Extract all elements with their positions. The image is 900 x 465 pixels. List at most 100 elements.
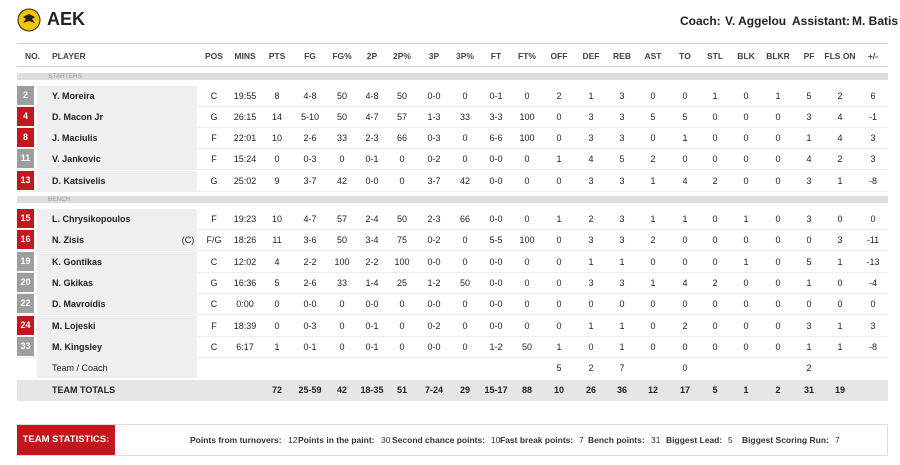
assistant: M. Batis — [852, 14, 899, 28]
stat-cell: 0 — [650, 133, 656, 143]
stat-cell: 0 — [524, 257, 530, 267]
stat-cell: 33 — [336, 278, 347, 288]
stat-cell: 18:39 — [233, 321, 257, 331]
stat-cell: 100 — [519, 112, 535, 122]
stat-cell: 0 — [650, 257, 656, 267]
stat-cell: 0-0 — [427, 342, 441, 352]
stat-cell: 1 — [806, 133, 812, 143]
stat-cell: 0 — [712, 235, 718, 245]
row-line — [17, 106, 888, 107]
stat-cell: 0 — [588, 342, 594, 352]
stat-cell: 4 — [274, 257, 280, 267]
stat-cell: 3 — [619, 176, 625, 186]
stat-cell: 3 — [806, 321, 812, 331]
position: F/G — [206, 235, 222, 245]
stat-cell: 0-3 — [303, 321, 317, 331]
stat-cell: 5 — [556, 363, 562, 373]
stat-cell: 3 — [588, 176, 594, 186]
player-name: K. Gontikas — [52, 257, 103, 267]
stat-cell: 0 — [339, 299, 345, 309]
stat-cell: 15:24 — [233, 154, 257, 164]
stat-cell: 0 — [556, 176, 562, 186]
column-header: TO — [679, 51, 691, 61]
player-number: 19 — [17, 252, 34, 271]
team-stat-label: Bench points: — [588, 435, 645, 445]
player-name: Y. Moreira — [52, 91, 95, 101]
stat-cell: 100 — [394, 257, 410, 267]
stat-cell: 1 — [556, 342, 562, 352]
section-label: BENCH — [48, 196, 71, 203]
row-line — [17, 357, 888, 358]
stat-cell: 0-2 — [427, 235, 441, 245]
stat-cell: 0 — [775, 278, 781, 288]
stat-cell: 0-0 — [427, 91, 441, 101]
stat-cell: 2-6 — [303, 133, 317, 143]
stat-cell: 25 — [396, 278, 407, 288]
stat-cell: 0-0 — [489, 257, 503, 267]
stat-cell: 0 — [556, 321, 562, 331]
stat-cell: 4-7 — [303, 214, 317, 224]
stat-cell: 0-0 — [365, 176, 379, 186]
stat-cell: 0-1 — [365, 342, 379, 352]
stat-cell: 19:23 — [233, 214, 257, 224]
stat-cell: -11 — [866, 235, 880, 245]
column-header: PLAYER — [52, 51, 86, 61]
stat-cell: 5 — [806, 91, 812, 101]
column-header: DEF — [582, 51, 600, 61]
team-logo — [17, 8, 41, 32]
stat-cell: 3-4 — [365, 235, 379, 245]
player-name: J. Maciulis — [52, 133, 98, 143]
stat-cell: 2 — [837, 91, 843, 101]
stat-cell: -8 — [868, 176, 877, 186]
stat-cell: 3 — [619, 112, 625, 122]
totals-bg — [17, 380, 888, 401]
stat-cell: 2-6 — [303, 278, 317, 288]
position: C — [210, 257, 218, 267]
stat-cell: 88 — [521, 385, 532, 395]
stat-cell: 1 — [837, 321, 843, 331]
column-header: PF — [803, 51, 815, 61]
player-name: D. Mavroidis — [52, 299, 106, 309]
stat-cell: 1-3 — [427, 112, 441, 122]
row-line — [17, 293, 888, 294]
stat-cell: 6:17 — [236, 342, 254, 352]
team-stat-value: 7 — [579, 435, 584, 445]
stat-cell: 0 — [650, 321, 656, 331]
stat-cell: 0 — [556, 133, 562, 143]
player-name-bg — [37, 149, 197, 169]
position: F — [211, 321, 217, 331]
stat-cell: 0 — [775, 214, 781, 224]
stat-cell: 7-24 — [424, 385, 443, 395]
player-number: 8 — [17, 128, 34, 147]
stat-cell: 0 — [524, 154, 530, 164]
stat-cell: 0 — [682, 363, 688, 373]
stat-cell: 4-8 — [365, 91, 379, 101]
stat-cell: 0 — [274, 321, 280, 331]
stat-cell: 0 — [462, 235, 468, 245]
stat-cell: 0 — [806, 299, 812, 309]
team-stat-label: Points from turnovers: — [190, 435, 282, 445]
stat-cell: 57 — [396, 112, 407, 122]
player-number: 15 — [17, 209, 34, 228]
column-header: +/- — [867, 51, 879, 61]
stat-cell: 4 — [682, 176, 688, 186]
stat-cell: 0 — [650, 299, 656, 309]
stat-cell: 3 — [588, 235, 594, 245]
stat-cell: 1-4 — [365, 278, 379, 288]
player-name-bg — [37, 316, 197, 336]
stat-cell: 2 — [837, 154, 843, 164]
team-stat-value: 31 — [651, 435, 661, 445]
stat-cell: 0-2 — [427, 154, 441, 164]
stat-cell: 3 — [870, 321, 876, 331]
stat-cell: 3 — [588, 278, 594, 288]
team-coach-label: Team / Coach — [52, 363, 108, 373]
stat-cell: 5 — [682, 112, 688, 122]
stat-cell: 1 — [837, 176, 843, 186]
stat-cell: 0 — [837, 214, 843, 224]
row-line — [17, 314, 888, 315]
stat-cell: 0 — [399, 176, 405, 186]
stat-cell: 1 — [650, 278, 656, 288]
stat-cell: 0 — [682, 257, 688, 267]
stat-cell: 0-0 — [303, 299, 317, 309]
stat-cell: 1 — [743, 385, 749, 395]
